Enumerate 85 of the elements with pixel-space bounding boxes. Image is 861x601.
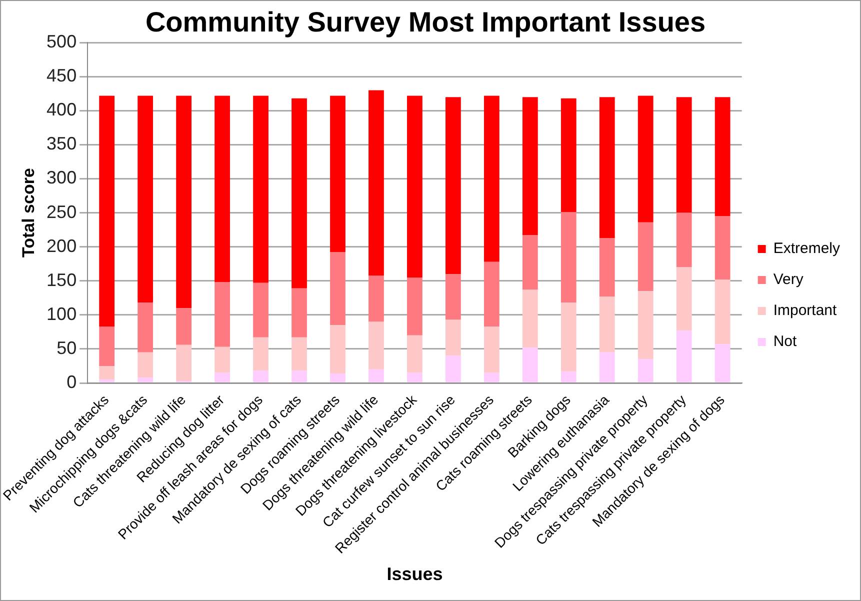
- bar: [522, 290, 538, 348]
- bar: [330, 96, 346, 252]
- bar: [253, 370, 268, 382]
- bar: [638, 359, 654, 382]
- bar: [138, 378, 154, 382]
- bar: [99, 96, 115, 326]
- bar: [560, 98, 576, 212]
- bar: [214, 346, 230, 373]
- x-axis-title: Issues: [386, 564, 443, 584]
- bar: [445, 320, 461, 356]
- bar: [99, 326, 115, 366]
- bar: [599, 238, 615, 297]
- bar: [292, 288, 307, 338]
- bar: [599, 352, 615, 382]
- bar: [253, 337, 268, 371]
- bar: [138, 352, 154, 378]
- bar: [599, 97, 615, 238]
- bar: [638, 222, 654, 292]
- bar: [560, 212, 576, 303]
- bar: [714, 280, 730, 344]
- y-tick-label: 500: [46, 32, 77, 52]
- bar: [484, 96, 500, 262]
- y-tick-label: 300: [46, 168, 77, 188]
- bar: [676, 330, 692, 382]
- bar: [522, 97, 538, 236]
- bar: [484, 262, 500, 326]
- bar: [484, 372, 500, 382]
- bar: [522, 348, 538, 382]
- bar: [368, 90, 384, 276]
- bar: [676, 267, 692, 331]
- y-tick-label: 200: [46, 236, 77, 256]
- y-tick-label: 0: [66, 372, 77, 392]
- bar: [714, 97, 730, 216]
- bar: [214, 96, 230, 282]
- bar: [638, 291, 654, 360]
- y-tick-label: 150: [46, 270, 77, 290]
- y-tick-label: 250: [46, 202, 77, 222]
- bar: [330, 252, 346, 326]
- chart-title: Community Survey Most Important Issues: [145, 6, 706, 38]
- y-axis-title: Total score: [19, 168, 38, 258]
- bar: [292, 98, 307, 288]
- bar: [407, 372, 422, 382]
- legend-label: Very: [773, 271, 804, 288]
- bar: [560, 371, 576, 382]
- legend-label: Not: [773, 333, 798, 350]
- y-tick-label: 350: [46, 134, 77, 154]
- bar: [368, 275, 384, 322]
- legend-label: Important: [773, 302, 838, 320]
- bar: [176, 344, 192, 381]
- bar: [676, 212, 692, 268]
- bar: [99, 366, 115, 380]
- bar: [484, 326, 500, 373]
- bar: [176, 96, 192, 308]
- bar: [330, 373, 346, 382]
- bar: [292, 337, 307, 371]
- y-tick-label: 450: [46, 66, 77, 86]
- bar: [214, 372, 230, 382]
- bar: [407, 277, 422, 336]
- bar: [522, 235, 538, 290]
- bar: [368, 369, 384, 382]
- bar: [292, 370, 307, 382]
- bar: [407, 335, 422, 373]
- y-tick-label: 50: [56, 338, 77, 358]
- bar: [676, 97, 692, 213]
- bar: [99, 380, 115, 382]
- bar: [253, 282, 268, 338]
- bar: [253, 96, 268, 283]
- bar: [214, 282, 230, 347]
- bar: [407, 96, 422, 278]
- bar: [445, 356, 461, 382]
- y-tick-label: 100: [46, 304, 77, 324]
- bar: [560, 302, 576, 372]
- bar: [445, 97, 461, 274]
- bar: [599, 296, 615, 352]
- bar: [176, 308, 192, 345]
- bar: [138, 96, 154, 303]
- y-tick-label: 400: [46, 100, 77, 120]
- bar: [368, 322, 384, 370]
- bar: [138, 302, 154, 352]
- bar: [714, 216, 730, 280]
- bar: [714, 344, 730, 382]
- bar: [638, 96, 654, 222]
- legend-label: Extremely: [773, 240, 840, 258]
- bar: [445, 274, 461, 320]
- bar: [330, 325, 346, 374]
